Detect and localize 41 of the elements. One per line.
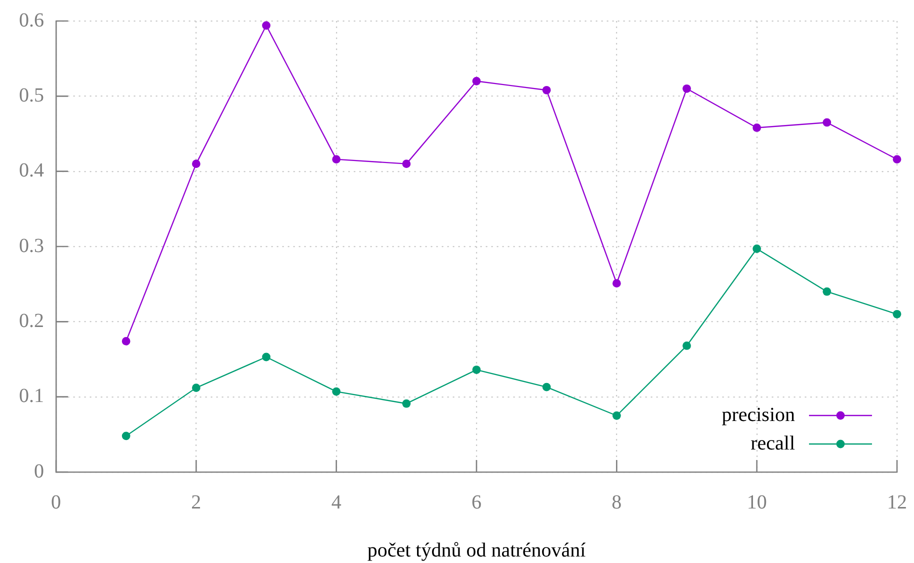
point [192, 384, 200, 392]
x-tick-label: 12 [887, 491, 907, 514]
point [892, 310, 902, 318]
x-tick-label: 0 [51, 491, 61, 514]
point [612, 411, 621, 420]
point [262, 352, 270, 362]
point [472, 366, 481, 374]
point [192, 160, 200, 168]
y-tick-label: 0.6 [19, 9, 44, 32]
point [542, 86, 551, 94]
y-tick-label: 0.4 [19, 160, 44, 182]
point [472, 76, 481, 86]
x-tick-label: 10 [746, 491, 767, 514]
y-tick-label: 0.2 [19, 310, 44, 332]
point [612, 279, 621, 288]
point [682, 342, 691, 350]
point [752, 124, 762, 132]
point [542, 382, 551, 392]
y-tick-label: 0.5 [19, 84, 44, 106]
point [332, 155, 341, 164]
point [892, 155, 902, 164]
point [262, 21, 270, 30]
y-tick-label: 0 [34, 460, 44, 482]
point [122, 337, 130, 346]
x-tick-label: 4 [331, 491, 342, 514]
y-tick-label: 0.3 [19, 234, 44, 257]
x-tick-label: 8 [612, 491, 622, 514]
x-tick-label: 2 [191, 491, 202, 514]
legend-label: recall [750, 432, 796, 454]
point [332, 387, 341, 396]
point [752, 244, 762, 253]
point [822, 118, 832, 127]
x-axis-title: počet týdnů od natrénování [367, 539, 586, 562]
point [402, 160, 411, 168]
y-tick-label: 0.1 [19, 385, 44, 408]
point [122, 432, 130, 440]
point [682, 84, 691, 93]
x-tick-label: 6 [472, 491, 482, 514]
point [402, 399, 411, 408]
legend-label: precision [722, 404, 795, 426]
point [822, 287, 832, 296]
